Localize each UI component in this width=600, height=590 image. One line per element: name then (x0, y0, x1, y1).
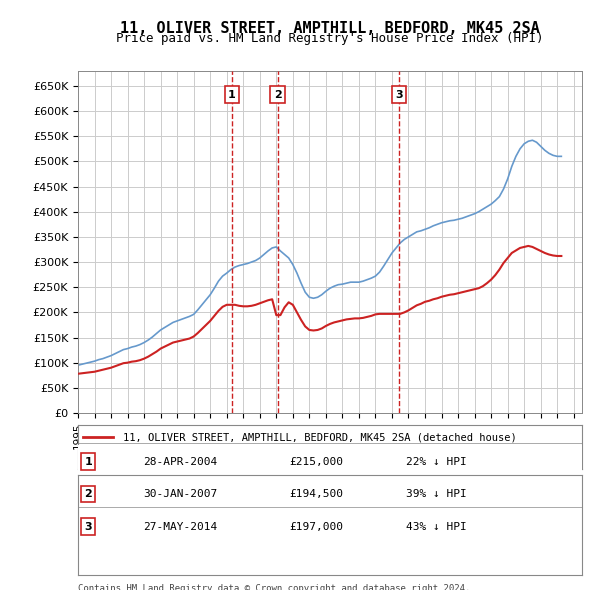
Text: 2: 2 (274, 90, 281, 100)
Text: £197,000: £197,000 (290, 522, 344, 532)
Text: 22% ↓ HPI: 22% ↓ HPI (406, 457, 466, 467)
Text: Contains HM Land Registry data © Crown copyright and database right 2024.
This d: Contains HM Land Registry data © Crown c… (78, 584, 470, 590)
Text: £194,500: £194,500 (290, 489, 344, 499)
Text: 30-JAN-2007: 30-JAN-2007 (143, 489, 218, 499)
Text: Price paid vs. HM Land Registry's House Price Index (HPI): Price paid vs. HM Land Registry's House … (116, 32, 544, 45)
Text: 43% ↓ HPI: 43% ↓ HPI (406, 522, 466, 532)
Text: 1: 1 (84, 457, 92, 467)
Text: 3: 3 (395, 90, 403, 100)
Text: 3: 3 (84, 522, 92, 532)
Text: 28-APR-2004: 28-APR-2004 (143, 457, 218, 467)
Text: 27-MAY-2014: 27-MAY-2014 (143, 522, 218, 532)
Text: HPI: Average price, detached house, Central Bedfordshire: HPI: Average price, detached house, Cent… (124, 452, 473, 461)
Text: £215,000: £215,000 (290, 457, 344, 467)
Text: 11, OLIVER STREET, AMPTHILL, BEDFORD, MK45 2SA: 11, OLIVER STREET, AMPTHILL, BEDFORD, MK… (120, 21, 540, 35)
Text: 39% ↓ HPI: 39% ↓ HPI (406, 489, 466, 499)
Text: 11, OLIVER STREET, AMPTHILL, BEDFORD, MK45 2SA (detached house): 11, OLIVER STREET, AMPTHILL, BEDFORD, MK… (124, 432, 517, 442)
Text: 2: 2 (84, 489, 92, 499)
Text: 1: 1 (228, 90, 236, 100)
